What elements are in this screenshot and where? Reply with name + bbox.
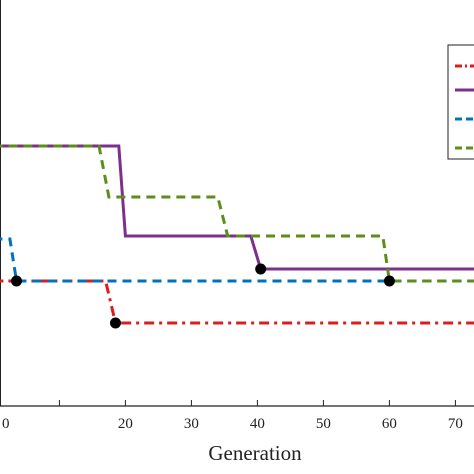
x-tick-label: 70 [448,416,463,432]
series-marker-2 [255,263,267,275]
x-tick-label: 20 [118,416,133,432]
series-marker-4 [383,275,395,287]
x-tick-label: 40 [250,416,265,432]
x-tick-labels: 020304050607080 [2,416,463,432]
axes [0,0,474,407]
series-marker-3 [11,275,22,287]
x-tick-label: 30 [184,416,199,432]
series-marker-1 [110,317,121,329]
series-line-3 [0,237,474,283]
series-lines [0,144,474,325]
series-line-1 [0,279,474,325]
x-tick-label: 0 [2,416,10,432]
series-line-4 [0,144,474,283]
series-line-2 [0,144,474,271]
x-tick-label: 50 [316,416,331,432]
legend [447,44,474,160]
x-axis-title: Generation [208,441,302,465]
x-tick-label: 60 [382,416,397,432]
series-markers [11,263,395,329]
legend-box [447,44,474,160]
